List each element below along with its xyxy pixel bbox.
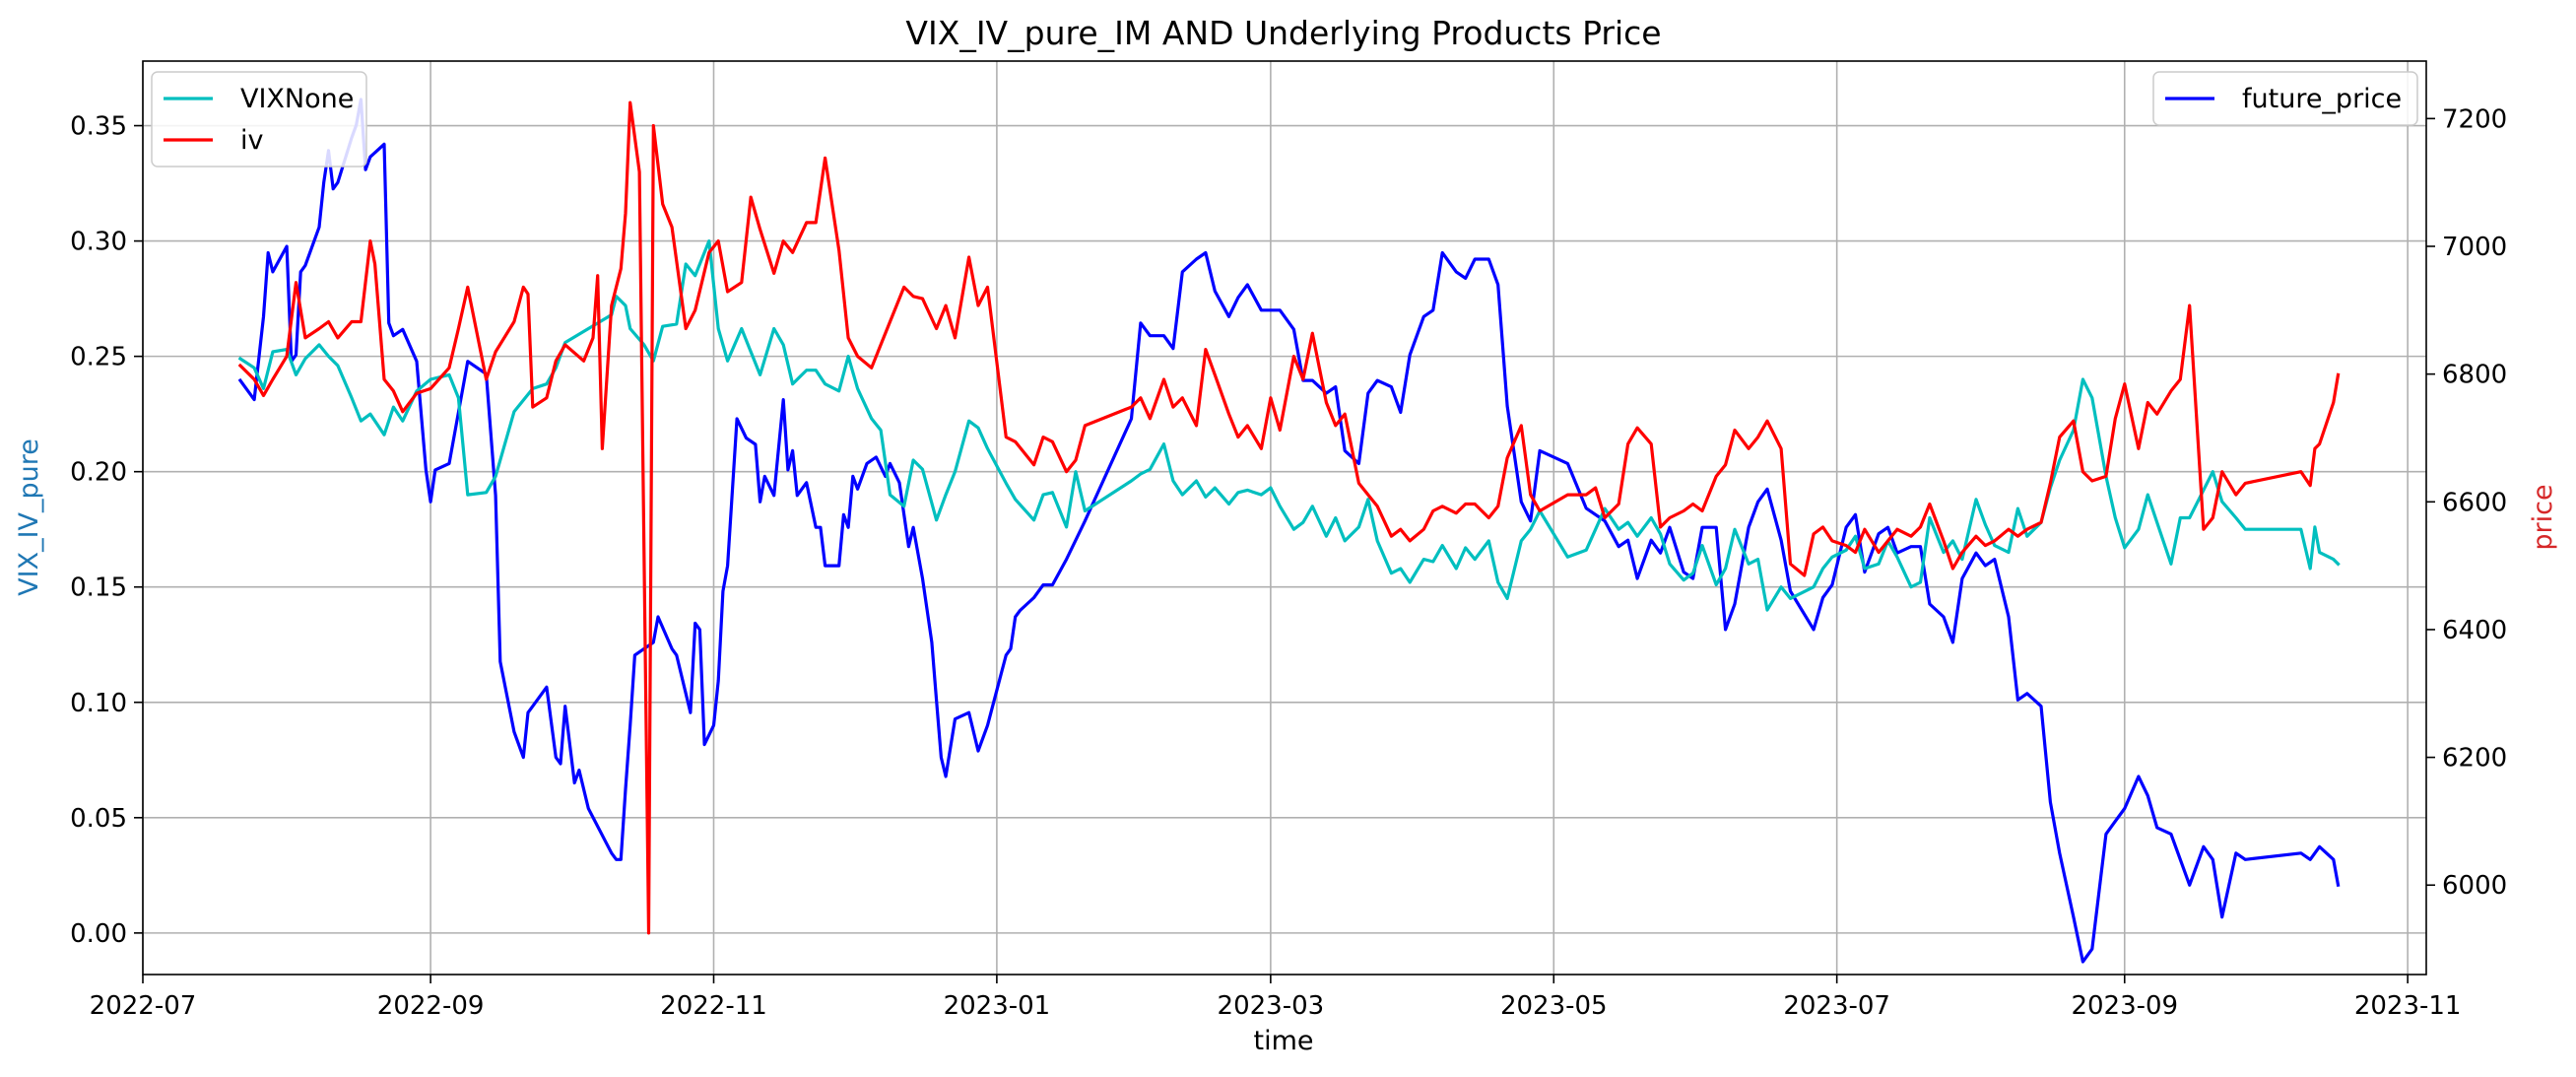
y-left-tick-label: 0.20 [70,458,127,488]
legend-label-vixnone: VIXNone [240,84,354,114]
y-right-tick-label: 6600 [2442,488,2507,517]
y-right-tick-label: 7200 [2442,104,2507,134]
chart-title: VIX_IV_pure_IM AND Underlying Products P… [905,14,1661,52]
y-left-tick-label: 0.15 [70,573,127,603]
x-axis-label: time [1253,1026,1313,1056]
y-left-tick-label: 0.25 [70,343,127,372]
x-tick-label: 2022-09 [377,991,485,1021]
series-line-future-price [237,98,2341,964]
x-tick-label: 2023-05 [1500,991,1608,1021]
y-right-tick-label: 6000 [2442,871,2507,901]
y-left-tick-label: 0.05 [70,804,127,834]
legend-left-box [151,71,367,168]
x-tick-label: 2023-07 [1783,991,1890,1021]
x-tick-label: 2022-11 [660,991,767,1021]
y-right-tick-label: 6800 [2442,361,2507,390]
x-tick-label: 2023-11 [2354,991,2462,1021]
legend-left: VIXNone iv [151,71,367,168]
y-right-tick-label: 6200 [2442,744,2507,774]
x-tick-label: 2023-01 [944,991,1051,1021]
y-axis-right-label: price [2528,484,2558,550]
y-right-tick-label: 7000 [2442,233,2507,262]
series-layer [237,98,2341,964]
series-line-iv [237,101,2341,935]
legend-label-future-price: future_price [2242,84,2402,114]
x-tick-label: 2022-07 [90,991,197,1021]
x-tick-label: 2023-03 [1218,991,1325,1021]
x-tick-label: 2023-09 [2071,991,2178,1021]
legend-label-iv: iv [240,125,264,156]
y-left-tick-label: 0.30 [70,228,127,257]
y-axis-left-label: VIX_IV_pure [14,438,44,596]
y-left-tick-label: 0.35 [70,112,127,142]
legend-right-box [2152,71,2418,126]
grid-layer [142,61,2426,975]
legend-right: future_price [2152,71,2418,126]
y-left-tick-label: 0.00 [70,919,127,949]
y-right-tick-label: 6400 [2442,616,2507,645]
plot-frame [142,60,2427,976]
y-left-tick-label: 0.10 [70,689,127,718]
axis-layer: 2022-07 2022-09 2022-11 2023-01 2023-03 2023-… [70,104,2507,1021]
series-line-vixnone [237,239,2341,612]
